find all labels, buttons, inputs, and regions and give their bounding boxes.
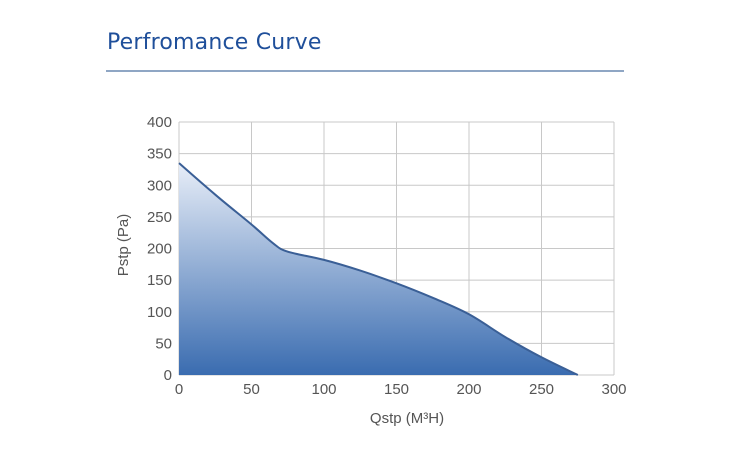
x-tick-label: 100 xyxy=(311,381,336,398)
x-tick-label: 50 xyxy=(243,381,260,398)
y-tick-label: 400 xyxy=(147,114,172,131)
curve-line xyxy=(178,162,579,376)
title-divider xyxy=(106,70,624,72)
y-tick-labels: 0 50 100 150 200 250 300 350 400 xyxy=(147,114,172,384)
x-tick-labels: 0 50 100 150 200 250 300 xyxy=(175,381,627,398)
y-tick-label: 300 xyxy=(147,177,172,194)
y-tick-label: 250 xyxy=(147,209,172,226)
x-tick-label: 250 xyxy=(529,381,554,398)
x-tick-label: 300 xyxy=(601,381,626,398)
y-tick-label: 200 xyxy=(147,241,172,258)
y-tick-label: 100 xyxy=(147,304,172,321)
x-tick-label: 0 xyxy=(175,381,183,398)
y-tick-label: 0 xyxy=(164,367,172,384)
y-tick-label: 50 xyxy=(155,335,172,352)
y-tick-label: 150 xyxy=(147,272,172,289)
y-axis-label: Pstp (Pa) xyxy=(115,214,132,277)
chart-title: Perfromance Curve xyxy=(107,30,322,55)
x-tick-label: 150 xyxy=(384,381,409,398)
x-axis-label: Qstp (M³H) xyxy=(370,410,444,427)
x-tick-label: 200 xyxy=(456,381,481,398)
curve-area xyxy=(179,163,578,375)
y-tick-label: 350 xyxy=(147,146,172,163)
